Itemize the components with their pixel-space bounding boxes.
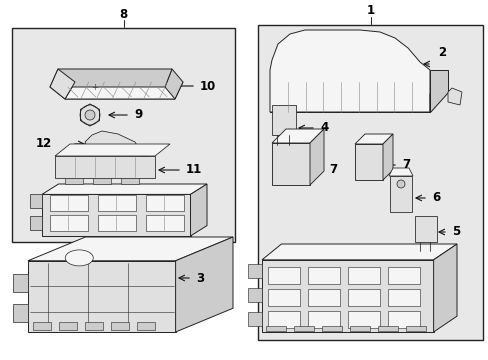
Polygon shape: [42, 184, 206, 194]
Bar: [121, 178, 139, 184]
Polygon shape: [33, 322, 51, 330]
Polygon shape: [262, 260, 433, 332]
Polygon shape: [387, 311, 419, 328]
Polygon shape: [164, 69, 183, 99]
Text: 1: 1: [366, 4, 374, 18]
Polygon shape: [347, 311, 379, 328]
Polygon shape: [267, 289, 299, 306]
Polygon shape: [50, 69, 75, 99]
Polygon shape: [50, 87, 175, 99]
Polygon shape: [85, 131, 148, 158]
Polygon shape: [50, 195, 88, 211]
Polygon shape: [190, 184, 206, 236]
Circle shape: [396, 180, 404, 188]
Polygon shape: [387, 267, 419, 284]
Bar: [258, 25, 482, 340]
Circle shape: [85, 110, 95, 120]
Polygon shape: [307, 311, 339, 328]
Text: 7: 7: [401, 158, 409, 171]
Polygon shape: [347, 289, 379, 306]
Polygon shape: [50, 215, 88, 231]
Polygon shape: [269, 30, 429, 112]
Polygon shape: [111, 322, 129, 330]
Polygon shape: [387, 289, 419, 306]
Text: 10: 10: [200, 80, 216, 93]
Ellipse shape: [65, 250, 93, 266]
Polygon shape: [309, 129, 324, 185]
Polygon shape: [354, 144, 382, 180]
Polygon shape: [429, 70, 447, 112]
Text: 6: 6: [431, 192, 439, 204]
Polygon shape: [30, 216, 42, 230]
Polygon shape: [13, 304, 28, 322]
Polygon shape: [65, 82, 183, 99]
Text: 2: 2: [437, 45, 445, 58]
Text: +: +: [91, 84, 98, 93]
Text: 9: 9: [134, 108, 142, 121]
Polygon shape: [262, 244, 456, 260]
Text: 12: 12: [36, 138, 52, 150]
Polygon shape: [146, 215, 183, 231]
Polygon shape: [269, 94, 429, 112]
Polygon shape: [28, 261, 175, 332]
Polygon shape: [388, 168, 412, 176]
Text: 7: 7: [328, 163, 336, 176]
Polygon shape: [247, 312, 262, 326]
Polygon shape: [59, 322, 77, 330]
Polygon shape: [321, 326, 341, 331]
Polygon shape: [429, 74, 447, 112]
Text: 4: 4: [319, 121, 327, 135]
Polygon shape: [267, 311, 299, 328]
Polygon shape: [146, 195, 183, 211]
Polygon shape: [414, 216, 436, 242]
Polygon shape: [377, 326, 397, 331]
Polygon shape: [447, 88, 461, 105]
Text: 11: 11: [185, 163, 202, 176]
Polygon shape: [307, 267, 339, 284]
Polygon shape: [307, 289, 339, 306]
Polygon shape: [405, 326, 425, 331]
Polygon shape: [271, 105, 295, 135]
Polygon shape: [137, 322, 155, 330]
Polygon shape: [271, 143, 309, 185]
Polygon shape: [267, 267, 299, 284]
Polygon shape: [433, 244, 456, 332]
Bar: [12, 28, 235, 242]
Polygon shape: [293, 326, 313, 331]
Polygon shape: [13, 274, 28, 292]
Polygon shape: [389, 176, 411, 212]
Polygon shape: [382, 134, 392, 180]
Polygon shape: [55, 156, 155, 178]
Polygon shape: [265, 326, 285, 331]
Polygon shape: [247, 264, 262, 278]
Polygon shape: [42, 194, 190, 236]
Polygon shape: [98, 215, 136, 231]
Bar: [65, 178, 83, 184]
Polygon shape: [349, 326, 369, 331]
Text: 5: 5: [451, 225, 459, 238]
Polygon shape: [347, 267, 379, 284]
Bar: [93, 178, 111, 184]
Polygon shape: [50, 69, 172, 87]
Text: 3: 3: [196, 271, 203, 284]
Polygon shape: [271, 129, 324, 143]
Polygon shape: [354, 134, 392, 144]
Polygon shape: [30, 194, 42, 208]
Polygon shape: [55, 144, 170, 156]
Text: 8: 8: [119, 8, 127, 21]
Polygon shape: [98, 195, 136, 211]
Polygon shape: [175, 237, 232, 332]
Polygon shape: [85, 322, 103, 330]
Polygon shape: [28, 237, 232, 261]
Polygon shape: [247, 288, 262, 302]
